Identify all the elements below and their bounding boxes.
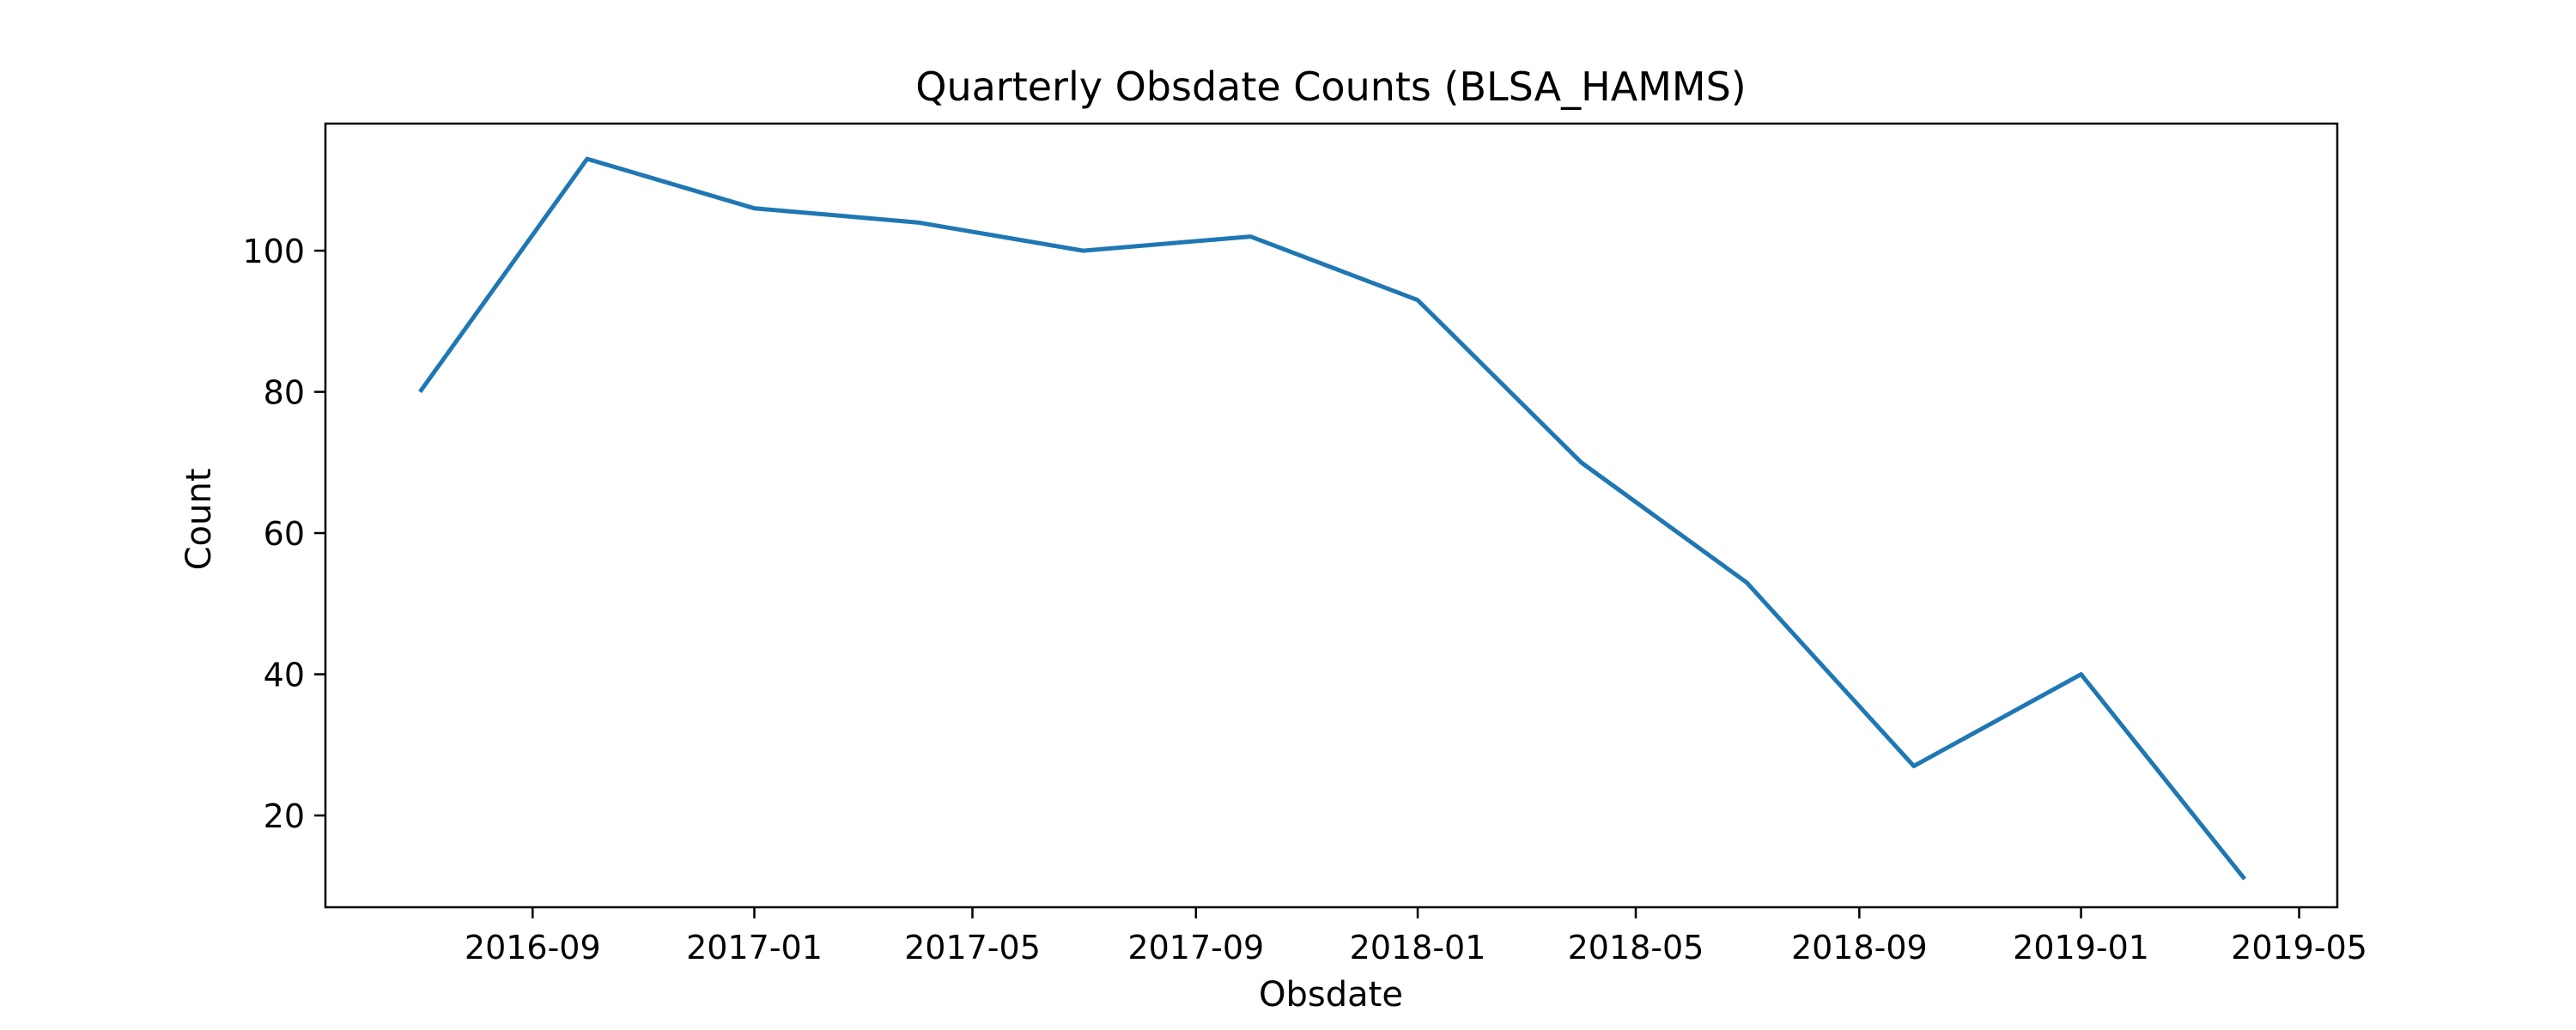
y-axis-label: Count [179, 469, 219, 571]
x-tick-label: 2018-09 [1791, 929, 1928, 966]
x-axis: 2016-09 2017-01 2017-05 2017-09 2018-01 2018-… [465, 907, 2367, 966]
x-tick-label: 2016-09 [465, 929, 601, 966]
y-axis: 20 40 60 80 100 [242, 233, 325, 835]
y-tick-label: 80 [264, 374, 305, 412]
x-tick-label: 2017-09 [1127, 929, 1264, 966]
y-tick-label: 60 [264, 515, 305, 553]
x-tick-label: 2019-05 [2231, 929, 2367, 966]
series-line [418, 156, 2247, 881]
y-tick-label: 40 [264, 657, 305, 694]
x-tick-label: 2017-05 [904, 929, 1041, 966]
x-tick-label: 2018-05 [1568, 929, 1704, 966]
y-tick-label: 20 [264, 797, 305, 835]
plot-frame [324, 122, 2339, 909]
y-tick-label: 100 [242, 233, 305, 270]
x-tick-label: 2019-01 [2013, 929, 2149, 966]
x-tick-label: 2017-01 [686, 929, 823, 966]
plot-area [418, 156, 2247, 881]
chart-title: Quarterly Obsdate Counts (BLSA_HAMMS) [915, 64, 1746, 110]
x-tick-label: 2018-01 [1350, 929, 1486, 966]
x-axis-label: Obsdate [1259, 975, 1403, 1015]
